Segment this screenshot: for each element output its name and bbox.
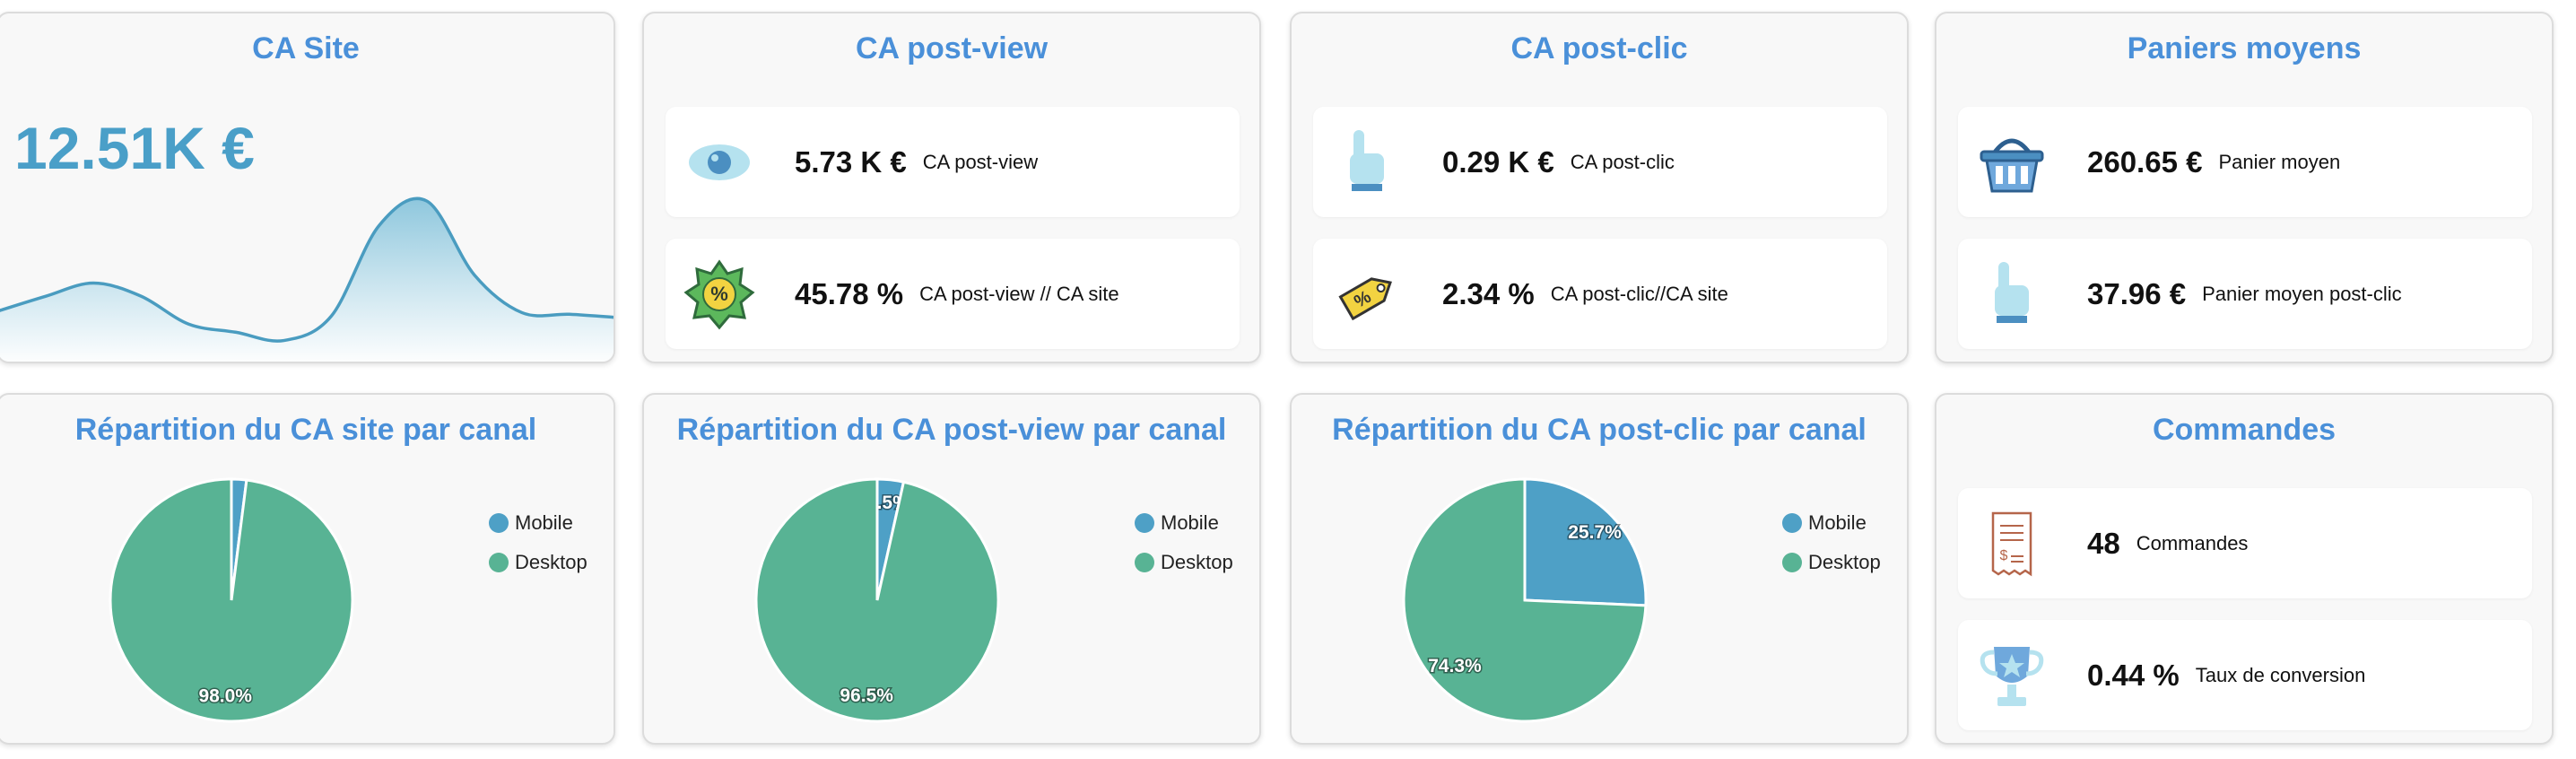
kpi-label: CA post-view // CA site xyxy=(919,282,1119,305)
card-title: CA post-view xyxy=(855,31,1049,65)
kpi-item: 5.73 K € CA post-view xyxy=(666,107,1240,217)
pie-chart: 98.0% Mobile Desktop xyxy=(109,477,587,723)
kpi-value: 37.96 € xyxy=(2087,276,2187,310)
legend-label: Desktop xyxy=(1161,551,1233,573)
pie-slice xyxy=(1523,477,1648,607)
pie-slice xyxy=(754,477,1000,723)
kpi-item: 260.65 € Panier moyen xyxy=(1958,107,2532,217)
hand-icon xyxy=(1995,261,2029,323)
tag-icon: % xyxy=(1338,276,1392,320)
slice-label: 25.7% xyxy=(1568,522,1622,543)
kpi-item: % 2.34 % CA post-clic//CA site xyxy=(1313,239,1887,349)
pie-chart: 25.7% 74.3% Mobile Desktop xyxy=(1402,477,1881,723)
kpi-item: 0.44 % Taux de conversion xyxy=(1958,620,2532,730)
basket-icon xyxy=(1980,138,2044,192)
kpi-item: $ 48 Commandes xyxy=(1958,488,2532,598)
line xyxy=(0,196,614,343)
legend-marker xyxy=(1135,513,1154,533)
kpi-value: 260.65 € xyxy=(2087,144,2203,179)
card-title: Commandes xyxy=(2152,413,2337,447)
kpi-card: Paniers moyens 260.65 € Panier moyen 37.… xyxy=(1935,12,2554,363)
trophy-icon xyxy=(1980,646,2044,706)
receipt-icon: $ xyxy=(1991,511,2032,576)
card-title: Paniers moyens xyxy=(2127,31,2362,65)
kpi-label: CA post-clic xyxy=(1570,150,1675,173)
legend-marker xyxy=(489,553,509,572)
legend-label: Mobile xyxy=(515,511,573,534)
kpi-label: CA post-view xyxy=(922,150,1039,173)
hand-icon xyxy=(1350,129,1384,191)
legend-marker xyxy=(1782,553,1802,572)
pie-card: Répartition du CA site par canal 98.0% Mo… xyxy=(0,393,615,745)
kpi-label: CA post-clic//CA site xyxy=(1550,282,1728,305)
big-value: 12.51K € xyxy=(14,115,255,181)
legend-marker xyxy=(489,513,509,533)
pie-slice xyxy=(109,477,354,723)
kpi-item: 37.96 € Panier moyen post-clic xyxy=(1958,239,2532,349)
legend-marker xyxy=(1135,553,1154,572)
area xyxy=(0,198,614,362)
card-title: CA post-clic xyxy=(1510,31,1688,65)
kpi-card: CA post-view 5.73 K € CA post-view % 45.… xyxy=(642,12,1261,363)
card-title: Répartition du CA site par canal xyxy=(74,413,537,447)
kpi-value: 45.78 % xyxy=(795,276,904,310)
kpi-card: CA post-clic 0.29 K € CA post-clic % 2.3… xyxy=(1290,12,1909,363)
kpi-value: 48 xyxy=(2087,526,2120,560)
pie-slice xyxy=(1402,477,1648,723)
legend-marker xyxy=(1782,513,1802,533)
kpi-value: 2.34 % xyxy=(1442,276,1535,310)
eye-icon xyxy=(689,144,750,180)
kpi-label: Commandes xyxy=(2136,531,2249,554)
pie-card: Répartition du CA post-clic par canal 25… xyxy=(1290,393,1909,745)
legend-label: Desktop xyxy=(1808,551,1881,573)
ca-site-card: CA Site 12.51K € xyxy=(0,12,615,363)
svg-text:%: % xyxy=(710,283,728,305)
kpi-label: Panier moyen xyxy=(2218,150,2341,173)
legend-label: Mobile xyxy=(1161,511,1219,534)
percent-badge-icon: % xyxy=(683,258,755,329)
legend-label: Desktop xyxy=(515,551,587,573)
kpi-value: 5.73 K € xyxy=(795,144,907,179)
kpi-item: % 45.78 % CA post-view // CA site xyxy=(666,239,1240,349)
card-title: Répartition du CA post-view par canal xyxy=(676,413,1227,447)
kpi-label: Panier moyen post-clic xyxy=(2202,282,2402,305)
kpi-label: Taux de conversion xyxy=(2195,663,2366,686)
kpi-item: 0.29 K € CA post-clic xyxy=(1313,107,1887,217)
card-title: Répartition du CA post-clic par canal xyxy=(1332,413,1867,447)
sparkline xyxy=(0,196,614,362)
svg-text:$: $ xyxy=(2000,548,2008,563)
slice-label: 98.0% xyxy=(198,685,252,706)
kpi-value: 0.44 % xyxy=(2087,658,2180,692)
slice-label: 74.3% xyxy=(1428,656,1482,676)
slice-label: 96.5% xyxy=(840,685,893,706)
kpi-card: Commandes $ 48 Commandes 0.44 % Taux de … xyxy=(1935,393,2554,745)
card-title: CA Site xyxy=(252,31,360,65)
kpi-value: 0.29 K € xyxy=(1442,144,1554,179)
legend-label: Mobile xyxy=(1808,511,1867,534)
pie-card: Répartition du CA post-view par canal 3.… xyxy=(642,393,1261,745)
